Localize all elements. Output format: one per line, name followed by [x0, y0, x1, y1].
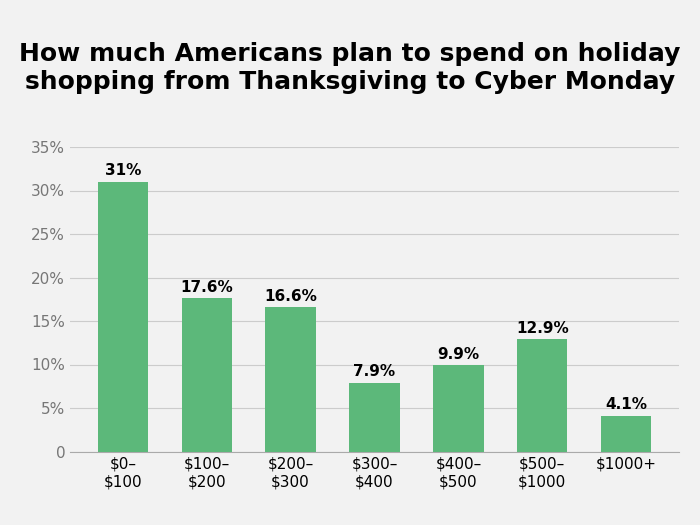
Text: 9.9%: 9.9%: [438, 347, 480, 362]
Bar: [601, 416, 651, 452]
Text: 17.6%: 17.6%: [181, 280, 233, 295]
Bar: [433, 365, 484, 452]
Text: How much Americans plan to spend on holiday
shopping from Thanksgiving to Cyber : How much Americans plan to spend on holi…: [20, 43, 680, 94]
Text: 16.6%: 16.6%: [264, 289, 317, 303]
Text: 7.9%: 7.9%: [354, 364, 395, 379]
Bar: [181, 298, 232, 452]
Bar: [265, 307, 316, 452]
Text: 12.9%: 12.9%: [516, 321, 568, 336]
Bar: [98, 182, 148, 452]
Text: 31%: 31%: [105, 163, 141, 179]
Text: 4.1%: 4.1%: [606, 397, 648, 412]
Bar: [349, 383, 400, 452]
Bar: [517, 339, 568, 452]
